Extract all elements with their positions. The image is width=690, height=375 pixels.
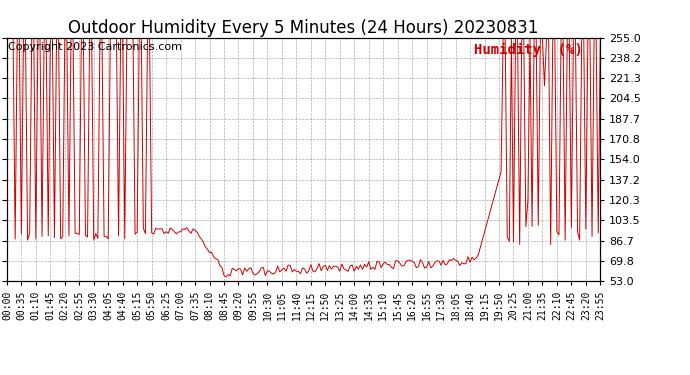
Title: Outdoor Humidity Every 5 Minutes (24 Hours) 20230831: Outdoor Humidity Every 5 Minutes (24 Hou…: [68, 20, 539, 38]
Text: Humidity  (%): Humidity (%): [473, 42, 582, 57]
Text: Copyright 2023 Cartronics.com: Copyright 2023 Cartronics.com: [8, 42, 182, 52]
